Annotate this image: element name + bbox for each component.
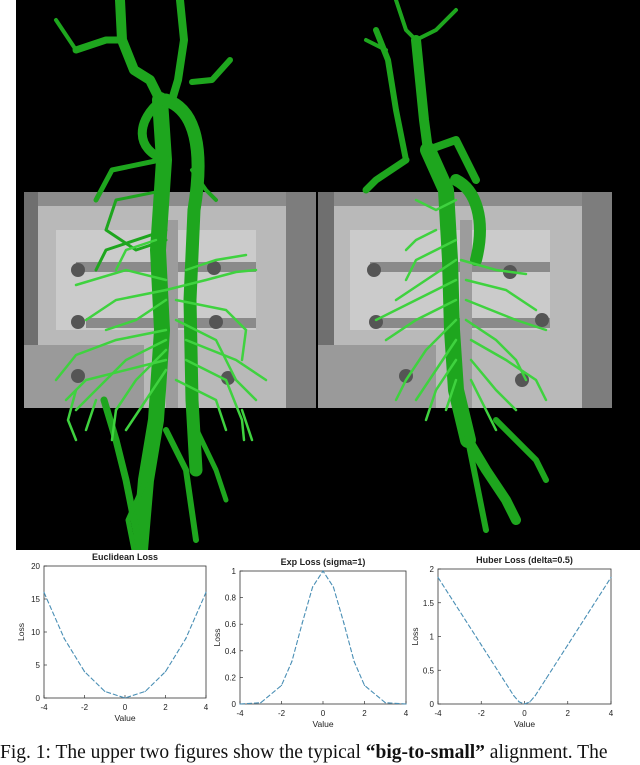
x-tick-label: 2 bbox=[566, 709, 571, 718]
x-axis-label: Value bbox=[514, 719, 535, 729]
data-point bbox=[83, 671, 86, 673]
data-point bbox=[363, 684, 366, 686]
data-point bbox=[353, 660, 355, 663]
data-point bbox=[322, 570, 324, 572]
y-tick-label: 5 bbox=[36, 661, 41, 670]
huber-loss-chart: Huber Loss (delta=0.5) -4 -2 0 2 4 0 0.5 1 1.5 2 Va… bbox=[410, 555, 614, 729]
euclidean-loss-plot: Euclidean Loss -4 -2 0 2 4 0 5 10 15 20 Value Loss bbox=[0, 552, 210, 728]
data-point bbox=[280, 684, 283, 686]
data-point bbox=[239, 703, 241, 705]
y-tick-label: 0.2 bbox=[225, 673, 237, 682]
plot-frame bbox=[239, 570, 407, 705]
xray-panel-left bbox=[24, 192, 316, 408]
data-point bbox=[610, 576, 612, 579]
data-point bbox=[384, 702, 386, 704]
y-tick-label: 0 bbox=[430, 700, 435, 709]
data-point bbox=[144, 690, 146, 692]
x-tick-label: 0 bbox=[123, 703, 128, 712]
y-axis-label: Loss bbox=[212, 629, 222, 647]
x-tick-label: -4 bbox=[434, 709, 442, 718]
y-axis-label: Loss bbox=[410, 628, 420, 646]
loss-curve bbox=[437, 577, 612, 705]
data-point bbox=[332, 586, 334, 588]
data-point bbox=[480, 644, 482, 646]
caption-prefix: Fig. 1: The upper two figures show the t… bbox=[0, 742, 366, 763]
data-point bbox=[205, 591, 207, 593]
caption-suffix: alignment. The bbox=[484, 742, 608, 763]
data-point bbox=[523, 703, 526, 705]
x-tick-label: 4 bbox=[404, 709, 409, 718]
y-tick-label: 10 bbox=[31, 628, 40, 637]
data-point bbox=[104, 690, 106, 692]
figure-caption: Fig. 1: The upper two figures show the t… bbox=[0, 741, 640, 765]
exp-loss-chart: Exp Loss (sigma=1) -4 -2 0 2 4 0 0.2 0.4 0.6 0.8 1 V… bbox=[212, 557, 409, 729]
x-tick-label: 0 bbox=[321, 709, 326, 718]
data-point bbox=[43, 591, 45, 593]
data-point bbox=[291, 660, 293, 663]
data-point bbox=[513, 694, 515, 697]
caption-bold-term: “big-to-small” bbox=[365, 742, 485, 763]
plot-frame bbox=[43, 565, 207, 699]
x-tick-label: 4 bbox=[204, 703, 209, 712]
data-point bbox=[405, 703, 407, 705]
data-point bbox=[518, 701, 520, 703]
x-tick-label: 2 bbox=[163, 703, 168, 712]
x-tick-label: -2 bbox=[81, 703, 89, 712]
data-point bbox=[567, 644, 569, 646]
loss-curve bbox=[43, 592, 207, 699]
x-tick-label: -4 bbox=[40, 703, 48, 712]
x-tick-label: -4 bbox=[236, 709, 244, 718]
data-point bbox=[502, 678, 504, 680]
plot-frame bbox=[437, 568, 612, 705]
data-point bbox=[437, 576, 439, 579]
y-tick-label: 15 bbox=[31, 595, 40, 604]
data-point bbox=[260, 702, 262, 704]
x-tick-label: -2 bbox=[478, 709, 486, 718]
plot-title: Euclidean Loss bbox=[92, 552, 158, 562]
data-point bbox=[164, 671, 167, 673]
exp-loss-plot: Exp Loss (sigma=1) -4 -2 0 2 4 0 0.2 0.4 0.6 0.8 1 V… bbox=[212, 553, 412, 729]
y-tick-label: 0 bbox=[36, 694, 41, 703]
euclidean-loss-chart: Euclidean Loss -4 -2 0 2 4 0 5 10 15 20 Value Loss bbox=[16, 552, 209, 723]
data-point bbox=[301, 622, 303, 624]
loss-curve bbox=[239, 569, 407, 705]
data-point bbox=[545, 678, 547, 680]
y-tick-label: 0.4 bbox=[225, 647, 237, 656]
y-tick-label: 20 bbox=[31, 562, 40, 571]
y-tick-label: 0.8 bbox=[225, 594, 237, 603]
x-tick-label: 2 bbox=[362, 709, 367, 718]
y-tick-label: 1 bbox=[430, 633, 435, 642]
y-tick-label: 0.5 bbox=[423, 666, 435, 675]
x-axis-label: Value bbox=[312, 719, 333, 729]
data-point bbox=[63, 638, 65, 640]
x-tick-label: 4 bbox=[609, 709, 614, 718]
x-tick-label: 0 bbox=[522, 709, 527, 718]
y-axis-label: Loss bbox=[16, 623, 26, 641]
vessel-branches-left bbox=[54, 238, 268, 442]
plot-title: Huber Loss (delta=0.5) bbox=[476, 555, 573, 565]
data-point bbox=[529, 701, 531, 703]
vessel-tree-right bbox=[362, 0, 549, 533]
data-point bbox=[312, 586, 314, 588]
data-point bbox=[124, 697, 126, 699]
vessel-alignment-figure bbox=[16, 0, 640, 550]
y-tick-label: 2 bbox=[430, 565, 435, 574]
plot-title: Exp Loss (sigma=1) bbox=[281, 557, 366, 567]
huber-loss-plot: Huber Loss (delta=0.5) -4 -2 0 2 4 0 0.5 1 1.5 2 Va… bbox=[410, 553, 638, 729]
y-tick-label: 1 bbox=[232, 567, 237, 576]
vessel-branches-right bbox=[374, 198, 548, 432]
data-point bbox=[185, 638, 187, 640]
data-point bbox=[534, 694, 536, 697]
y-tick-label: 0 bbox=[232, 700, 237, 709]
y-tick-label: 1.5 bbox=[423, 599, 435, 608]
data-point bbox=[343, 622, 345, 624]
y-tick-label: 0.6 bbox=[225, 620, 237, 629]
x-tick-label: -2 bbox=[278, 709, 286, 718]
x-axis-label: Value bbox=[114, 713, 135, 723]
